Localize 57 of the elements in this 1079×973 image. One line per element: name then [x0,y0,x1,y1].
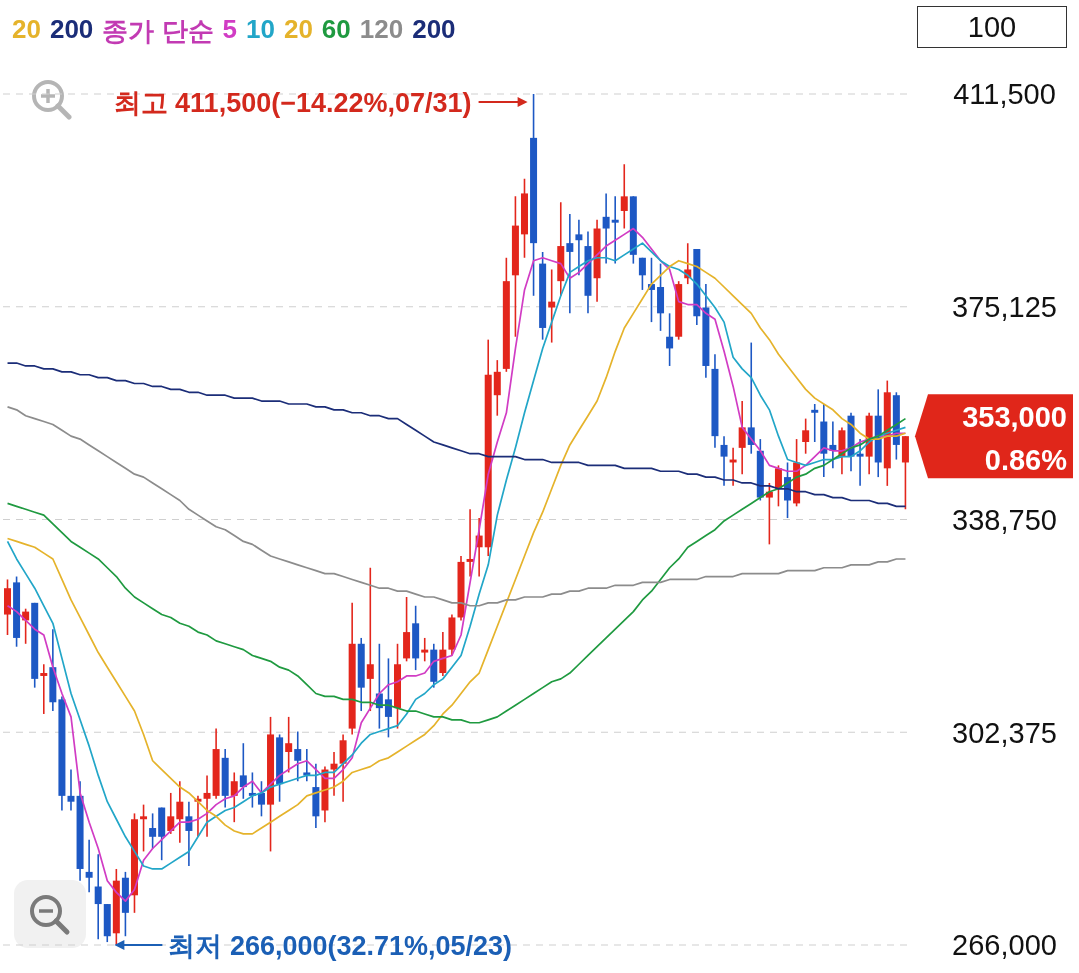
candlestick [720,435,728,487]
candlestick [802,417,810,455]
line-series [6,406,907,607]
candlestick [167,792,175,835]
candlestick [40,663,48,715]
text: 200 [49,14,94,46]
candlestick [140,803,148,853]
candlestick [856,438,864,487]
candlestick [493,359,501,417]
candlestick [439,631,447,677]
candlestick [239,742,247,800]
candlestick [339,733,347,803]
text: 10 [246,14,275,46]
line-series [6,362,907,508]
text: 120 [359,14,404,46]
candlestick [85,838,93,894]
y-tick-label: 338,750 [952,503,1057,536]
text: 0.86% [984,444,1068,477]
candlestick [230,771,238,823]
text: 5 [222,14,238,46]
text: 20 [12,14,41,44]
candlestick [575,218,583,277]
candlestick [566,213,574,315]
y-tick-label: 302,375 [952,716,1057,749]
candlestick [330,751,338,797]
candlestick [67,768,75,812]
candlestick [602,192,610,265]
text: 100 [917,6,1067,48]
y-tick-label: 375,125 [952,291,1057,324]
annotation: 최고 411,500(−14.22%,07/31) [113,88,472,118]
candlestick [176,780,184,844]
candlestick [285,716,293,774]
candlestick [666,312,674,367]
candlestick [94,853,102,940]
y-tick-label: 266,000 [952,929,1057,962]
annotation: 최저 266,000(32.71%,05/23) [168,931,513,961]
text: 60 [321,14,351,46]
candlestick [620,163,628,230]
candlestick [203,774,211,838]
candlestick [366,566,374,712]
line-series [6,417,907,724]
candlestick [611,195,619,265]
candlestick [149,812,157,850]
candlestick [811,403,819,443]
text: 200 [412,14,456,44]
candlestick [421,637,429,663]
candlestick [738,400,746,475]
candlestick [638,256,646,291]
text: 20 [283,14,313,46]
text: 353,000 [962,401,1067,434]
candlestick [257,780,265,818]
legend-title: 종가 단순 [102,15,214,48]
candlestick [303,748,311,783]
candlestick [466,508,474,578]
y-tick-label: 411,500 [953,78,1056,111]
candlestick [384,657,392,739]
candlestick [294,730,302,783]
